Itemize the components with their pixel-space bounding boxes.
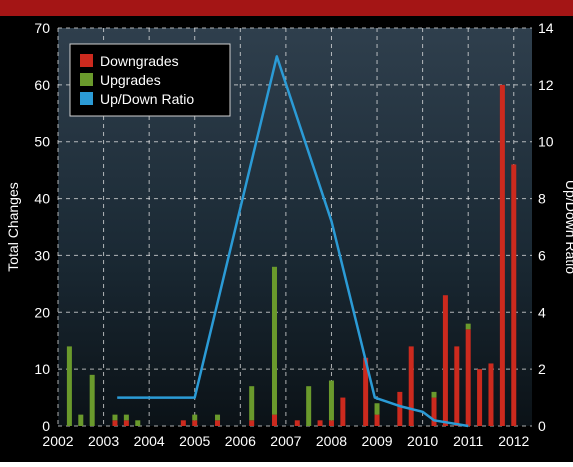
bar-downgrades xyxy=(123,420,129,426)
y-tick-label: 10 xyxy=(34,361,50,377)
y2-tick-label: 4 xyxy=(538,304,546,320)
y-tick-label: 60 xyxy=(34,77,50,93)
y2-tick-label: 14 xyxy=(538,20,554,36)
bar-upgrades xyxy=(78,414,84,426)
bar-upgrades xyxy=(135,420,141,426)
bar-downgrades xyxy=(397,391,403,426)
y2-tick-label: 12 xyxy=(538,77,554,93)
x-tick-label: 2007 xyxy=(270,433,301,449)
bar-upgrades xyxy=(374,403,380,415)
bar-downgrades xyxy=(112,420,118,426)
bar-downgrades xyxy=(340,397,346,426)
legend-label: Up/Down Ratio xyxy=(100,91,194,107)
legend-swatch xyxy=(80,54,93,67)
bar-upgrades xyxy=(271,266,277,415)
bar-downgrades xyxy=(408,346,414,426)
y2-tick-label: 2 xyxy=(538,361,546,377)
bar-downgrades xyxy=(317,420,323,426)
x-tick-label: 2008 xyxy=(316,433,347,449)
x-tick-label: 2005 xyxy=(179,433,210,449)
bar-upgrades xyxy=(328,380,334,421)
bar-upgrades xyxy=(123,414,129,421)
bar-downgrades xyxy=(271,414,277,426)
bar-downgrades xyxy=(249,420,255,426)
axes: 0 10 20 30 40 50 60 70 0 2 4 6 8 10 12 14 2002 2003 2004 20… xyxy=(5,20,573,449)
y2-tick-label: 6 xyxy=(538,247,546,263)
legend: Downgrades Upgrades Up/Down Ratio xyxy=(69,43,231,117)
x-tick-label: 2010 xyxy=(407,433,438,449)
bar-downgrades xyxy=(499,84,505,426)
bar-downgrades xyxy=(374,414,380,426)
x-tick-label: 2009 xyxy=(361,433,392,449)
top-accent-bar xyxy=(0,0,573,16)
bar-downgrades xyxy=(328,420,334,426)
x-tick-label: 2011 xyxy=(453,433,483,449)
bar-upgrades xyxy=(66,346,72,426)
y2-tick-label: 10 xyxy=(538,134,554,150)
y2-tick-label: 8 xyxy=(538,191,546,207)
bar-upgrades xyxy=(192,414,198,421)
y-tick-label: 0 xyxy=(42,418,50,434)
bar-downgrades xyxy=(454,346,460,426)
legend-label: Upgrades xyxy=(100,72,161,88)
bar-upgrades xyxy=(112,414,118,421)
bar-downgrades xyxy=(488,363,494,426)
y-axis-label: Total Changes xyxy=(5,182,21,272)
x-tick-label: 2006 xyxy=(225,433,256,449)
x-tick-label: 2003 xyxy=(88,433,119,449)
x-tick-label: 2002 xyxy=(42,433,73,449)
y-tick-label: 40 xyxy=(34,191,50,207)
bar-downgrades xyxy=(511,164,517,426)
bar-upgrades xyxy=(465,323,471,330)
bar-upgrades xyxy=(215,414,221,421)
x-tick-label: 2012 xyxy=(498,433,529,449)
bar-downgrades xyxy=(192,420,198,426)
ratio-line-group xyxy=(117,55,469,428)
bar-upgrades xyxy=(306,386,312,426)
bar-downgrades xyxy=(477,369,483,426)
legend-label: Downgrades xyxy=(100,53,179,69)
legend-box xyxy=(69,43,231,117)
x-tick-label: 2004 xyxy=(134,433,165,449)
bar-downgrades xyxy=(431,397,437,426)
y-tick-label: 50 xyxy=(34,134,50,150)
bar-downgrades xyxy=(363,357,369,426)
bar-upgrades xyxy=(249,386,255,421)
y-tick-label: 20 xyxy=(34,304,50,320)
bar-upgrades xyxy=(431,391,437,398)
bar-downgrades xyxy=(294,420,300,426)
bar-downgrades xyxy=(442,295,448,426)
y-tick-label: 70 xyxy=(34,20,50,36)
legend-swatch xyxy=(80,73,93,86)
bar-downgrades xyxy=(465,329,471,426)
ratio-line xyxy=(117,55,469,428)
y2-tick-label: 0 xyxy=(538,418,546,434)
y-tick-label: 30 xyxy=(34,247,50,263)
bar-upgrades xyxy=(89,374,95,426)
bar-downgrades xyxy=(215,420,221,426)
bar-downgrades xyxy=(180,420,186,426)
bars xyxy=(66,84,517,426)
y2-axis-label: Up/Down Ratio xyxy=(563,180,573,274)
legend-swatch xyxy=(80,92,93,105)
